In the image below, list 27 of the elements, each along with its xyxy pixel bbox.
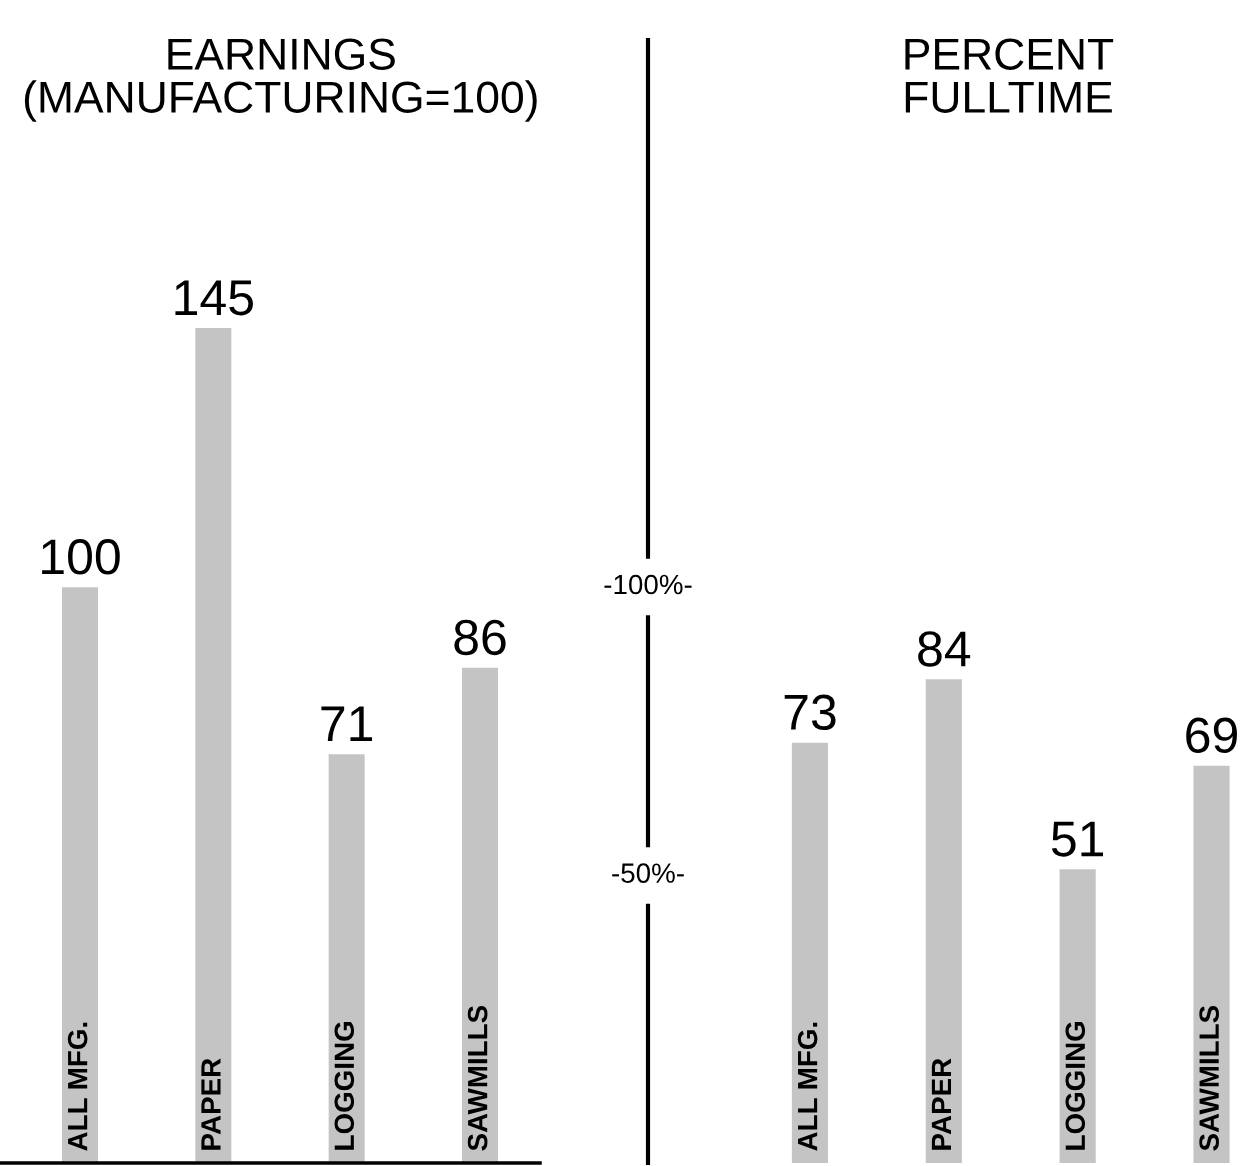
- data-label: 51: [1051, 821, 1104, 857]
- bar: [925, 679, 962, 1163]
- bar: [462, 667, 498, 1163]
- bar: [791, 742, 829, 1163]
- bar: [62, 587, 98, 1163]
- data-label: 69: [1186, 717, 1237, 754]
- data-label: 71: [321, 706, 373, 742]
- data-label: 145: [175, 280, 253, 316]
- x-tick-label: ALL MFG.: [797, 1022, 818, 1151]
- chart-title: PERCENT FULLTIME: [905, 38, 1114, 113]
- chart-title: EARNINGS (MANUFACTURING=100): [24, 38, 537, 122]
- x-tick-label: SAWMILLS: [1199, 1005, 1219, 1151]
- bar: [195, 328, 232, 1163]
- text: -100%-: [604, 574, 692, 595]
- x-tick-label: ALL MFG.: [67, 1022, 88, 1151]
- data-label: 86: [454, 619, 506, 656]
- x-tick-label: SAWMILLS: [467, 1005, 488, 1151]
- text: -50%-: [612, 863, 684, 883]
- x-tick-label: LOGGING: [1065, 1022, 1086, 1150]
- x-tick-label: PAPER: [201, 1058, 221, 1150]
- bar: [328, 754, 365, 1163]
- bar: [1193, 765, 1230, 1163]
- data-label: 100: [42, 539, 120, 575]
- data-label: 73: [784, 694, 836, 730]
- x-tick-label: LOGGING: [334, 1022, 355, 1150]
- data-label: 84: [918, 631, 971, 667]
- x-tick-label: PAPER: [931, 1058, 951, 1150]
